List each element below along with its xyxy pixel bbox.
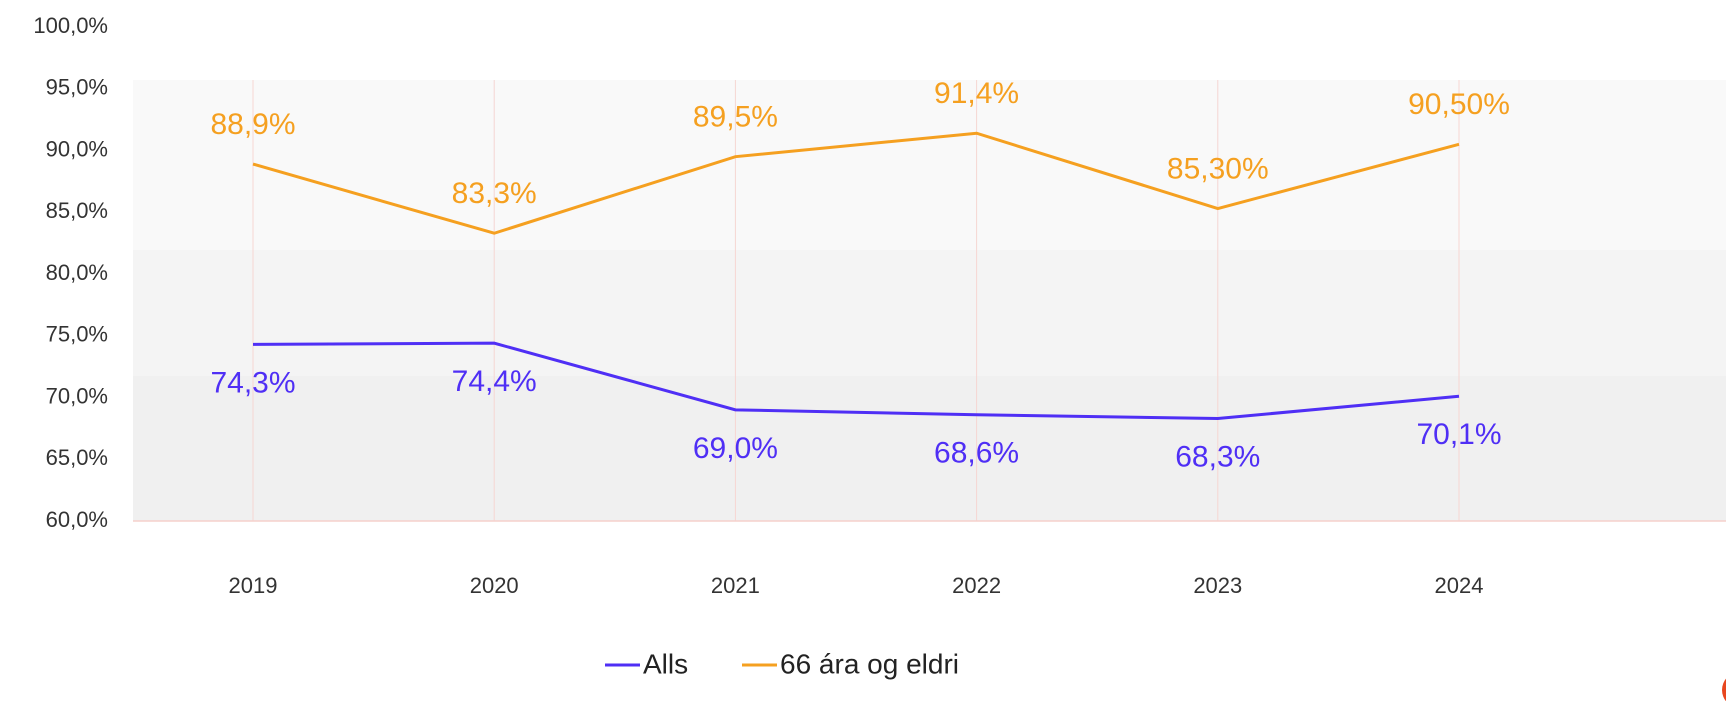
data-label: 69,0% [693, 432, 778, 465]
data-label: 90,50% [1408, 88, 1510, 121]
x-tick-label: 2019 [229, 573, 278, 598]
x-tick-label: 2024 [1435, 573, 1484, 598]
y-tick-label: 75,0% [46, 322, 108, 347]
x-tick-label: 2020 [470, 573, 519, 598]
y-tick-label: 95,0% [46, 75, 108, 100]
x-tick-label: 2023 [1193, 573, 1242, 598]
logo-fragment [1722, 678, 1726, 701]
y-tick-label: 70,0% [46, 383, 108, 408]
plot-area: 2019 2020 2021 2022 2023 2024 60,0% 65,0% 70,0% 7… [33, 13, 1726, 598]
data-label: 88,9% [210, 108, 295, 141]
data-label: 89,5% [693, 101, 778, 134]
data-label: 74,4% [452, 365, 537, 398]
x-tick-label: 2022 [952, 573, 1001, 598]
series-line [252, 131, 1460, 235]
y-tick-label: 90,0% [46, 136, 108, 161]
legend-label: 66 ára og eldri [780, 648, 959, 679]
data-label: 91,4% [934, 77, 1019, 110]
y-tick-label: 85,0% [46, 198, 108, 223]
data-label: 74,3% [210, 366, 295, 399]
y-tick-label: 65,0% [46, 445, 108, 470]
legend: Alls 66 ára og eldri [605, 648, 959, 679]
y-tick-label: 100,0% [33, 13, 108, 38]
plot-band [133, 376, 1726, 521]
data-label: 68,6% [934, 437, 1019, 470]
data-label: 83,3% [452, 177, 537, 210]
data-label: 68,3% [1175, 440, 1260, 473]
series-line [252, 341, 1460, 420]
plot-band [133, 80, 1726, 250]
x-tick-label: 2021 [711, 573, 760, 598]
y-tick-label: 80,0% [46, 260, 108, 285]
plot-band [133, 250, 1726, 376]
y-tick-label: 60,0% [46, 507, 108, 532]
data-label: 85,30% [1167, 152, 1269, 185]
legend-label: Alls [643, 648, 688, 679]
data-label: 70,1% [1416, 418, 1501, 451]
